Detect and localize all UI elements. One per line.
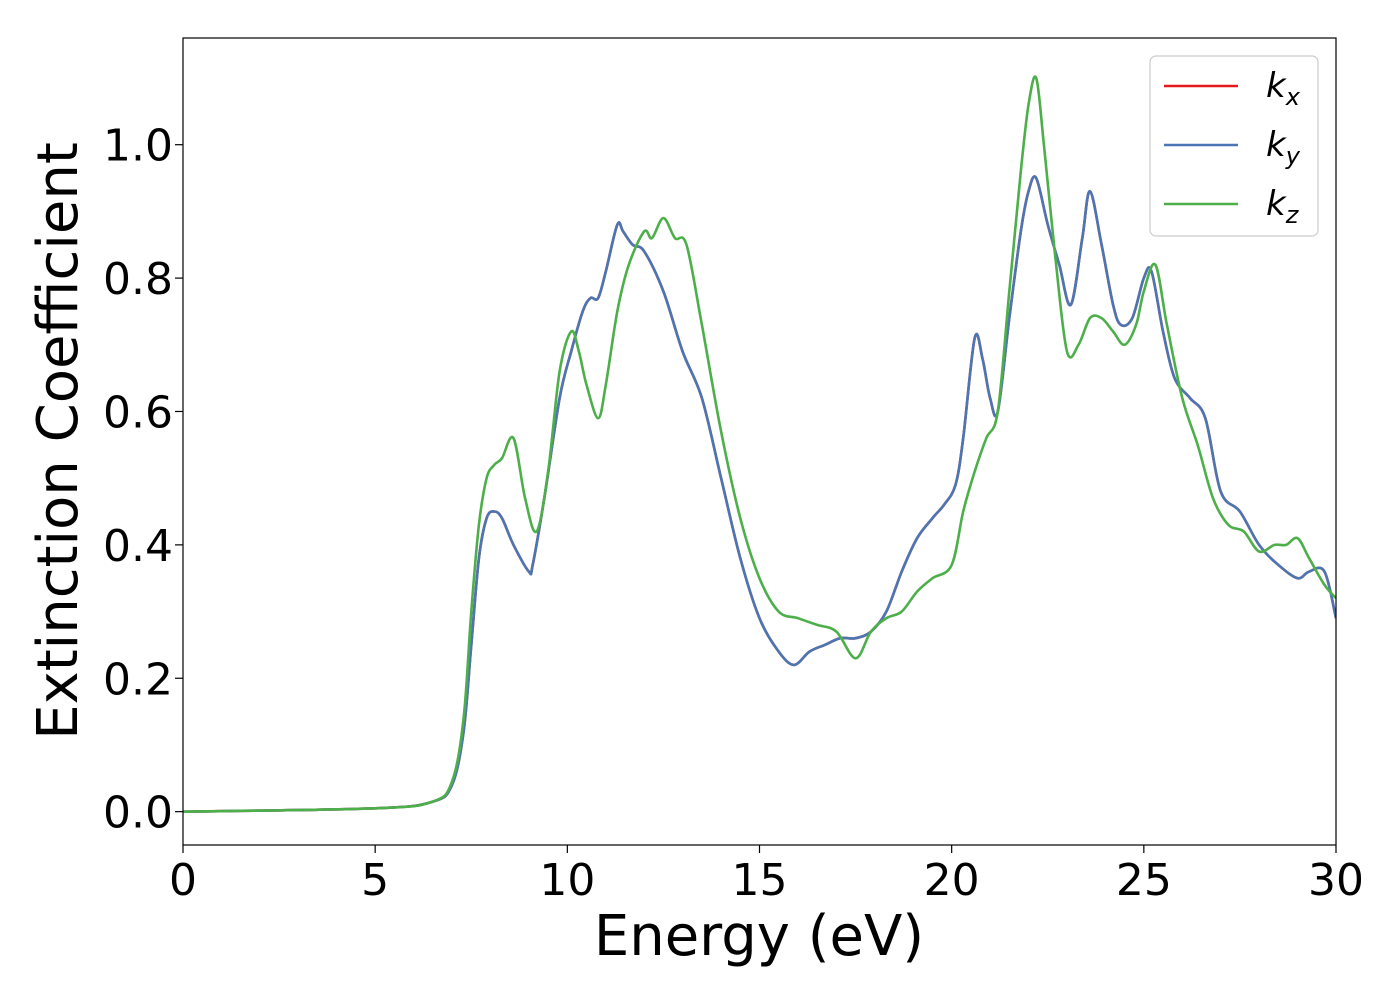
y-axis-label: Extinction Coefficient <box>26 142 91 740</box>
x-tick-label: 10 <box>539 855 595 906</box>
y-tick-label: 0.6 <box>103 387 173 438</box>
y-axis-ticks: 0.0 0.2 0.4 0.6 0.8 1.0 <box>103 121 183 839</box>
series-layer <box>183 75 1336 813</box>
legend-label-base: k <box>1266 184 1287 224</box>
plot-background <box>183 38 1336 845</box>
x-axis-ticks: 0 5 10 15 20 25 30 <box>169 845 1364 906</box>
x-axis-label: Energy (eV) <box>594 904 924 969</box>
y-tick-label: 0.4 <box>103 521 173 572</box>
y-tick-label: 0.0 <box>103 788 173 839</box>
y-tick-label: 0.2 <box>103 654 173 705</box>
legend-label-kx: kx <box>1266 66 1301 111</box>
legend-label-kz: kz <box>1266 184 1300 229</box>
legend-label-subscript: x <box>1285 83 1301 111</box>
legend-label-base: k <box>1266 66 1287 106</box>
x-tick-label: 25 <box>1116 855 1172 906</box>
x-tick-label: 0 <box>169 855 197 906</box>
series-line-kz <box>183 75 1336 813</box>
x-tick-label: 5 <box>361 855 389 906</box>
x-tick-label: 30 <box>1308 855 1364 906</box>
legend-label-base: k <box>1266 125 1287 165</box>
y-tick-label: 1.0 <box>103 121 173 172</box>
legend-label-subscript: y <box>1285 142 1301 170</box>
x-tick-label: 20 <box>924 855 980 906</box>
legend-label-subscript: z <box>1285 201 1300 229</box>
x-tick-label: 15 <box>732 855 788 906</box>
y-tick-label: 0.8 <box>103 254 173 305</box>
legend-label-ky: ky <box>1266 125 1301 170</box>
